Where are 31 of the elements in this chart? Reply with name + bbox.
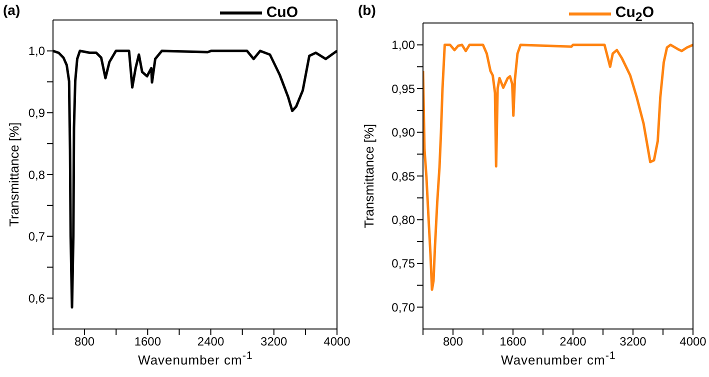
y-axis-title: Transmittance [%] <box>6 122 22 227</box>
y-tick-label: 0,90 <box>392 126 416 140</box>
y-tick-label: 0,80 <box>392 212 416 227</box>
y-tick-label: 0,95 <box>392 82 416 96</box>
y-tick-label: 0,6 <box>28 291 46 306</box>
x-tick-label: 1600 <box>500 334 527 349</box>
x-axis-title: Wavenumber cm$^{-1}$ <box>500 350 617 368</box>
y-axis-title: Transmittance [%] <box>362 124 377 228</box>
y-tick-label: 1,0 <box>28 44 46 58</box>
x-tick-label: 800 <box>442 334 464 349</box>
x-tick-label: 3200 <box>260 334 288 349</box>
x-tick-label: 1600 <box>134 334 162 349</box>
chart-title: (a) <box>3 2 20 18</box>
y-tick-label: 0,7 <box>28 230 46 244</box>
y-tick-label: 0,8 <box>28 168 46 182</box>
x-tick-label: 2400 <box>560 334 587 349</box>
legend-label: CuO <box>266 4 298 21</box>
x-tick-label: 4000 <box>324 334 351 349</box>
y-tick-label: 0,85 <box>392 169 416 184</box>
legend-label: Cu$_{2}$O <box>615 4 654 24</box>
x-tick-label: 800 <box>74 334 95 349</box>
y-tick-label: 0,70 <box>392 300 416 314</box>
chart-title: (b) <box>358 2 376 18</box>
x-tick-label: 3200 <box>620 334 647 349</box>
y-tick-label: 0,9 <box>28 106 46 120</box>
y-tick-label: 0,75 <box>392 256 416 271</box>
line-series <box>423 44 693 291</box>
x-tick-label: 4000 <box>680 334 707 349</box>
y-tick-label: 1,00 <box>392 38 416 52</box>
x-axis-title: Wavenumber cm$^{-1}$ <box>137 350 254 368</box>
x-tick-label: 2400 <box>197 334 224 349</box>
